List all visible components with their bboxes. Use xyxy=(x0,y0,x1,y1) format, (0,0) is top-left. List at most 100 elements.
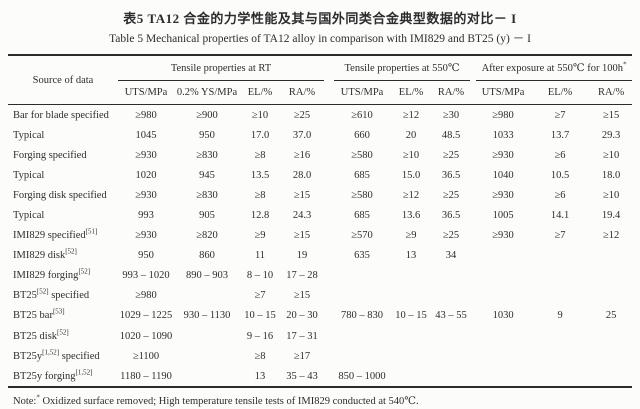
data-cell xyxy=(476,366,530,387)
row-label: BT25y forging[1,52] xyxy=(13,368,93,382)
table-row: BT25y[1,52] specified ≥1100 ≥8 ≥17 xyxy=(8,346,632,366)
data-cell: ≥930 xyxy=(492,149,514,161)
data-cell xyxy=(334,326,390,346)
data-cell xyxy=(590,366,632,387)
data-cell: 15.0 xyxy=(401,169,421,181)
data-cell xyxy=(530,366,590,387)
data-cell: ≥610 xyxy=(351,109,373,121)
data-cell: 780 – 830 xyxy=(341,310,384,322)
data-cell: ≥25 xyxy=(293,109,311,121)
data-cell xyxy=(432,326,470,346)
data-cell: 1029 – 1225 xyxy=(119,310,173,322)
table-row: BT25 disk[52] 1020 – 1090 9 – 16 17 – 31 xyxy=(8,326,632,346)
data-cell: ≥900 xyxy=(196,109,218,121)
data-cell: 993 xyxy=(138,210,154,222)
data-cell: ≥930 xyxy=(135,189,157,201)
data-cell: ≥1100 xyxy=(132,350,160,362)
footnote-marker: * xyxy=(623,60,627,69)
row-label: BT25 bar[53] xyxy=(13,307,65,322)
data-cell: 34 xyxy=(445,250,457,262)
data-cell: ≥25 xyxy=(442,189,460,201)
column-gap xyxy=(470,55,477,105)
table-row: BT25y forging[1,52] 1180 – 1190 13 35 – 43 8… xyxy=(8,366,632,387)
data-cell: 8 – 10 xyxy=(246,270,274,282)
reference-marker: [1,52] xyxy=(75,368,93,377)
column-header: UTS/MPa xyxy=(476,80,531,105)
table-row: Typical 1045 950 17.0 37.0 660 20 48.5 1033 13.7 2… xyxy=(8,125,632,145)
data-cell xyxy=(432,366,470,387)
data-cell: 1180 – 1190 xyxy=(120,370,172,382)
column-header: EL/% xyxy=(240,80,280,105)
data-cell: ≥15 xyxy=(293,230,311,242)
data-cell: ≥30 xyxy=(442,109,460,121)
data-cell: 950 xyxy=(138,250,154,262)
column-header: EL/% xyxy=(530,80,591,105)
data-cell: 36.5 xyxy=(441,169,461,181)
data-cell: 13.6 xyxy=(401,210,421,222)
data-cell: 37.0 xyxy=(292,129,312,141)
data-cell: 635 xyxy=(354,250,370,262)
data-cell xyxy=(530,326,590,346)
table-row: BT25 bar[53] 1029 – 1225 930 – 1130 10 – 15… xyxy=(8,306,632,326)
data-cell: ≥17 xyxy=(293,350,311,362)
column-gap xyxy=(324,145,334,165)
reference-marker: [52] xyxy=(36,287,49,296)
data-cell: 36.5 xyxy=(441,210,461,222)
data-cell: 950 xyxy=(199,129,215,141)
column-gap xyxy=(324,266,334,286)
reference-marker: [52] xyxy=(57,328,69,337)
data-cell: 18.0 xyxy=(601,169,621,181)
data-cell: ≥6 xyxy=(554,189,566,201)
data-cell: 24.3 xyxy=(292,210,312,222)
column-gap xyxy=(324,306,334,326)
data-cell: ≥8 xyxy=(254,149,266,161)
table-title-zh: 表5 TA12 合金的力学性能及其与国外同类合金典型数据的对比－ I xyxy=(123,11,517,26)
data-cell xyxy=(334,286,390,306)
column-header: UTS/MPa xyxy=(334,80,391,105)
data-cell: 10 – 15 xyxy=(244,310,276,322)
data-cell: ≥830 xyxy=(196,149,218,161)
data-cell xyxy=(476,346,530,366)
data-cell xyxy=(390,366,432,387)
table-header: Source of data Tensile properties at RT … xyxy=(8,55,633,105)
table-row: Typical 1020 945 13.5 28.0 685 15.0 36.5 1040 10.… xyxy=(8,165,632,185)
data-cell: 1033 xyxy=(492,129,514,141)
data-cell: 19 xyxy=(296,250,308,262)
data-cell: ≥12 xyxy=(402,109,420,121)
row-label: Forging disk specified xyxy=(13,189,107,201)
column-gap xyxy=(324,55,335,105)
data-cell: ≥10 xyxy=(602,189,620,201)
data-cell: 1005 xyxy=(492,210,514,222)
data-cell xyxy=(174,346,240,366)
column-header: EL/% xyxy=(390,80,433,105)
data-cell xyxy=(476,326,530,346)
row-label: Bar for blade specified xyxy=(13,109,109,121)
footnote-marker: * xyxy=(36,393,40,402)
source-of-data-header: Source of data xyxy=(8,55,118,105)
data-cell xyxy=(390,286,432,306)
table-row: IMI829 specified[51] ≥930 ≥820 ≥9 ≥15 ≥570 ≥9 ≥… xyxy=(8,226,632,246)
data-cell xyxy=(334,266,390,286)
data-cell: 1020 – 1090 xyxy=(119,330,173,342)
data-cell: 13.7 xyxy=(550,129,570,141)
data-cell: 905 xyxy=(199,210,215,222)
data-cell: ≥580 xyxy=(351,189,373,201)
data-cell: 28.0 xyxy=(292,169,312,181)
data-cell: 11 xyxy=(254,250,266,262)
data-cell: ≥10 xyxy=(402,149,420,161)
data-cell: ≥25 xyxy=(442,230,460,242)
table-row: Forging specified ≥930 ≥830 ≥8 ≥16 ≥580 ≥10 ≥25… xyxy=(8,145,632,165)
data-cell: 20 xyxy=(405,129,417,141)
data-cell xyxy=(530,246,590,266)
data-cell: 48.5 xyxy=(441,129,461,141)
column-gap xyxy=(324,366,334,387)
data-cell: 9 xyxy=(557,310,563,322)
data-cell: 945 xyxy=(199,169,215,181)
data-cell: ≥980 xyxy=(135,290,157,302)
row-label: BT25 disk[52] xyxy=(13,328,69,342)
data-cell xyxy=(476,266,530,286)
data-cell xyxy=(432,346,470,366)
column-header: RA/% xyxy=(590,80,633,105)
data-cell xyxy=(174,366,240,387)
